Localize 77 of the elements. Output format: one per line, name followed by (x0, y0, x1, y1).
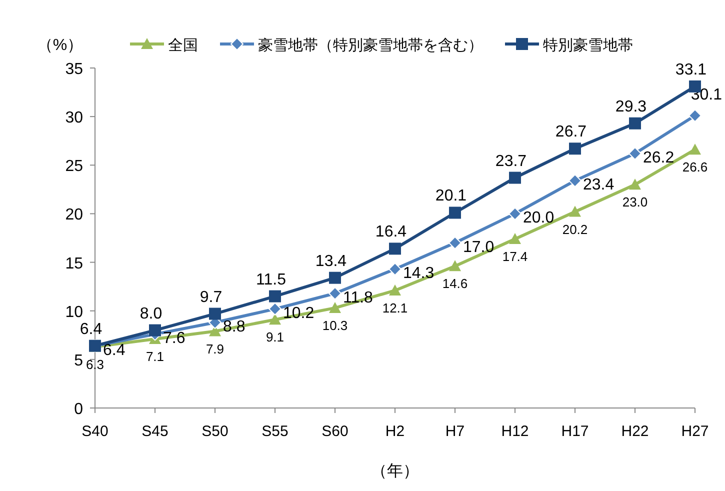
y-tick-label: 15 (65, 255, 84, 272)
data-label: 23.0 (622, 194, 648, 210)
data-label: 11.5 (256, 271, 286, 288)
data-label: 16.4 (375, 224, 407, 241)
point (389, 242, 401, 255)
point (629, 117, 641, 130)
x-tick-label: H2 (385, 423, 405, 440)
point (689, 144, 701, 155)
x-tick-label: S40 (82, 423, 108, 440)
point (268, 302, 282, 316)
point (329, 272, 341, 284)
data-label: 14.3 (403, 265, 434, 282)
point (209, 308, 221, 320)
legend-label: 特別豪雪地帯 (543, 37, 633, 54)
point (508, 207, 522, 220)
point (388, 262, 402, 276)
data-label: 6.4 (80, 320, 102, 338)
x-tick-label: S55 (262, 423, 288, 440)
point (509, 232, 521, 244)
data-label: 20.1 (435, 188, 467, 205)
x-tick-label: H7 (445, 423, 465, 440)
point (628, 146, 642, 160)
data-label: 7.9 (206, 341, 224, 356)
point (688, 109, 702, 122)
point (629, 178, 641, 190)
data-label: 26.6 (682, 160, 708, 175)
point (269, 314, 281, 325)
data-label: 20.0 (523, 210, 554, 227)
data-label: 9.1 (266, 330, 284, 345)
data-label: 12.1 (382, 300, 408, 316)
x-tick-label: H22 (621, 423, 649, 440)
data-label: 29.3 (615, 98, 647, 116)
point (329, 302, 341, 313)
x-tick-label: H17 (561, 423, 589, 440)
legend-label: 豪雪地帯（特別豪雪地帯を含む） (258, 37, 483, 54)
data-label: 26.7 (555, 124, 587, 141)
data-label: 8.0 (140, 305, 162, 322)
y-tick-label: 20 (65, 206, 84, 224)
point (328, 286, 342, 300)
point (449, 206, 461, 219)
y-tick-label: 0 (74, 401, 84, 418)
x-tick-label: S45 (142, 423, 168, 440)
data-label: 20.2 (562, 222, 588, 237)
y-tick-label: 5 (74, 352, 84, 370)
y-tick-label: 25 (65, 158, 84, 176)
point (389, 284, 401, 296)
point (149, 324, 161, 336)
y-tick-label: 30 (65, 110, 84, 127)
y-axis-title: （%） (36, 37, 84, 54)
legend-label: 全国 (168, 37, 198, 54)
point (448, 236, 462, 250)
data-label: 6.4 (103, 342, 126, 359)
data-label: 9.7 (200, 288, 222, 306)
point (269, 290, 281, 302)
x-tick-label: S60 (322, 423, 348, 440)
data-label: 23.7 (495, 152, 527, 170)
data-label: 33.1 (675, 61, 707, 78)
x-tick-label: S50 (202, 423, 228, 440)
data-label: 17.4 (502, 248, 528, 264)
point (449, 260, 461, 272)
x-axis-title: （年） (371, 463, 419, 480)
point (569, 142, 581, 155)
x-tick-label: H27 (681, 423, 709, 440)
y-tick-label: 35 (65, 61, 84, 78)
data-label: 14.6 (442, 276, 468, 292)
point (569, 206, 581, 217)
data-label: 26.2 (643, 149, 674, 166)
point (568, 174, 582, 188)
y-tick-label: 10 (65, 304, 84, 321)
data-label: 6.3 (86, 356, 104, 372)
data-label: 17.0 (463, 238, 494, 256)
x-tick-label: H12 (501, 423, 529, 440)
point (509, 172, 521, 184)
data-label: 10.3 (322, 318, 348, 333)
data-label: 13.4 (315, 252, 347, 270)
data-label: 7.1 (146, 349, 164, 364)
data-label: 23.4 (583, 176, 614, 194)
